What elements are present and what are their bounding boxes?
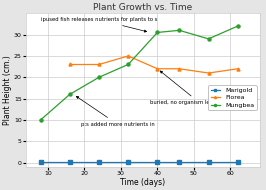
X-axis label: Time (days): Time (days) — [120, 177, 165, 187]
Mungbea — [127, 63, 130, 66]
Marigold — [207, 161, 210, 163]
Line: Florea: Florea — [68, 54, 239, 74]
Marigold — [97, 161, 101, 163]
Text: ipused fish releases nutrients for plants to s: ipused fish releases nutrients for plant… — [40, 17, 157, 32]
Mungbea — [39, 119, 42, 121]
Florea — [68, 63, 71, 66]
Marigold — [156, 161, 159, 163]
Mungbea — [156, 31, 159, 34]
Marigold — [127, 161, 130, 163]
Y-axis label: Plant Height (cm.): Plant Height (cm.) — [3, 55, 13, 125]
Text: p:s added more nutrients in: p:s added more nutrients in — [76, 96, 155, 127]
Florea — [178, 68, 181, 70]
Line: Marigold: Marigold — [39, 160, 239, 163]
Mungbea — [178, 29, 181, 32]
Marigold — [68, 161, 71, 163]
Mungbea — [207, 38, 210, 40]
Florea — [156, 68, 159, 70]
Florea — [207, 72, 210, 74]
Florea — [97, 63, 101, 66]
Florea — [236, 68, 239, 70]
Mungbea — [97, 76, 101, 78]
Florea — [127, 55, 130, 57]
Legend: Marigold, Florea, Mungbea: Marigold, Florea, Mungbea — [208, 85, 256, 110]
Marigold — [236, 161, 239, 163]
Line: Mungbea: Mungbea — [39, 25, 239, 122]
Mungbea — [68, 93, 71, 96]
Marigold — [39, 161, 42, 163]
Title: Plant Growth vs. Time: Plant Growth vs. Time — [93, 3, 192, 13]
Marigold — [178, 161, 181, 163]
Text: buried, no organism left to release on: buried, no organism left to release on — [150, 71, 250, 105]
Mungbea — [236, 25, 239, 27]
